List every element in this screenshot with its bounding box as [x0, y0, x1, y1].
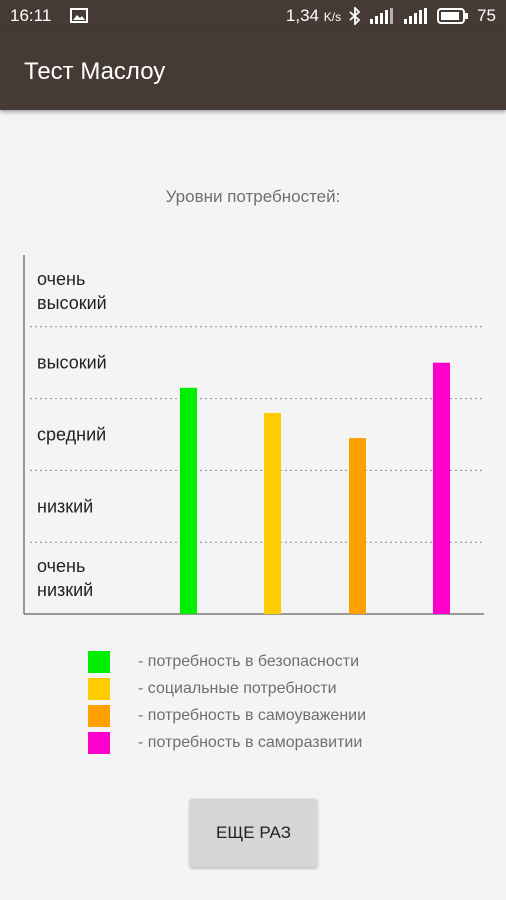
app-bar: Тест Маслоу — [0, 32, 506, 110]
network-speed: 1,34 K/s — [285, 6, 342, 25]
bar — [180, 387, 197, 614]
legend-label: - потребность в саморазвитии — [138, 733, 363, 751]
legend-item: - потребность в безопасности — [88, 648, 366, 675]
legend-label: - социальные потребности — [138, 679, 337, 697]
y-level-label: очень низкий — [37, 556, 93, 600]
legend-label: - потребность в самоуважении — [138, 706, 367, 724]
y-level-label: очень высокий — [37, 269, 107, 313]
legend-swatch — [88, 731, 110, 754]
legend-label: - потребность в безопасности — [138, 652, 360, 670]
legend-swatch — [88, 704, 110, 727]
legend-item: - потребность в саморазвитии — [88, 729, 366, 756]
status-bar: 16:11 1,34 K/s 75 — [0, 0, 506, 32]
battery-icon — [437, 8, 469, 24]
battery-percent: 75 — [477, 6, 496, 25]
legend: - потребность в безопасности - социальные… — [88, 648, 366, 756]
bar — [264, 412, 281, 614]
y-level-label: высокий — [37, 353, 107, 373]
y-level-label: средний — [37, 425, 106, 445]
legend-swatch — [88, 650, 110, 673]
signal-sim1-icon — [370, 8, 394, 24]
app-title: Тест Маслоу — [24, 58, 166, 85]
y-level-label: низкий — [37, 496, 93, 516]
status-time: 16:11 — [10, 6, 52, 25]
legend-item: - социальные потребности — [88, 675, 366, 702]
chart-title: Уровни потребностей: — [165, 187, 341, 206]
gallery-icon — [70, 8, 88, 23]
retry-button[interactable]: ЕЩЕ РАЗ — [190, 799, 317, 867]
bar — [349, 438, 366, 614]
bluetooth-icon — [349, 7, 361, 25]
bar — [433, 362, 450, 614]
legend-swatch — [88, 677, 110, 700]
status-right: 1,34 K/s 75 — [286, 6, 496, 26]
signal-sim2-icon — [404, 8, 428, 24]
legend-item: - потребность в самоуважении — [88, 702, 366, 729]
